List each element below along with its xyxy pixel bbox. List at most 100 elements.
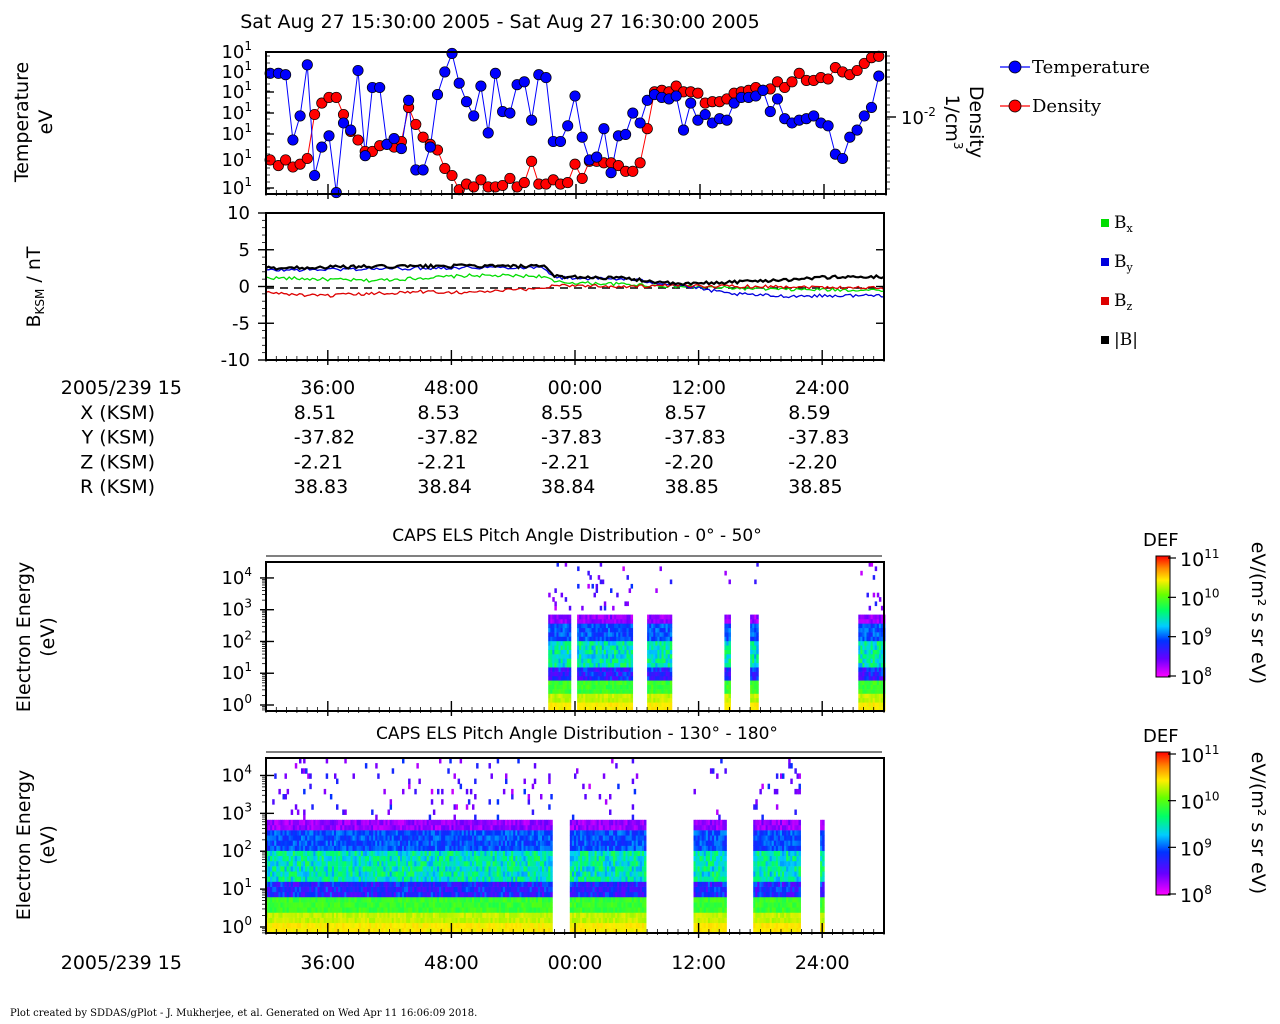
spectrogram-cell: [665, 693, 669, 699]
spectrogram-cell: [346, 866, 349, 872]
spectrogram-cell: [595, 702, 599, 707]
spectrogram-cell: [878, 627, 882, 633]
spectrogram-cell: [476, 763, 479, 769]
spectrogram-cell: [550, 675, 553, 681]
spectrogram-cell: [366, 912, 370, 918]
spectrogram-cell: [880, 619, 884, 624]
spectrogram-cell: [603, 623, 607, 629]
spectrogram-cell: [663, 649, 667, 655]
spectrogram-cell: [288, 922, 292, 929]
ephemeris-value: 38.85: [665, 476, 719, 498]
spectrogram-cell: [270, 835, 273, 841]
spectrogram-cell: [317, 845, 320, 851]
spectrogram-cell: [375, 840, 378, 846]
spectrogram-cell: [618, 654, 621, 659]
spectrogram-cell: [622, 658, 625, 664]
spectrogram-cell: [455, 855, 458, 862]
spectrogram-cell: [338, 927, 341, 934]
spectrogram-cell: [455, 907, 458, 913]
spectrogram-cell: [369, 860, 372, 867]
spectrogram-cell: [663, 614, 667, 620]
spectrogram-cell: [305, 850, 308, 857]
spectrogram-cell: [593, 592, 596, 598]
energy-tick-0-base: 10: [221, 765, 244, 786]
spectrogram-cell: [616, 662, 619, 668]
spectrogram-cell: [756, 636, 759, 642]
spectrogram-cell: [338, 886, 341, 893]
spectrogram-cell: [319, 819, 323, 826]
spectrogram-cell: [465, 897, 469, 903]
spectrogram-cell: [579, 632, 582, 637]
spectrogram-cell: [488, 902, 491, 908]
spectrogram-cell: [556, 667, 559, 672]
spectrogram-cell: [445, 897, 448, 903]
spectrogram-cell: [389, 850, 393, 857]
spectrogram-cell: [626, 636, 629, 642]
spectrogram-cell: [428, 871, 432, 877]
spectrogram-cell: [610, 684, 613, 690]
spectrogram-cell: [585, 619, 588, 624]
spectrogram-cell: [449, 881, 452, 887]
spectrogram-cell: [866, 592, 869, 598]
spectrogram-cell: [878, 684, 882, 690]
spectrogram-cell: [416, 917, 419, 924]
spectrogram-cell: [369, 886, 372, 893]
spectrogram-cell: [327, 819, 331, 826]
spectrogram-cell: [266, 860, 269, 867]
spectrogram-cell: [395, 881, 399, 887]
spectrogram-cell: [315, 871, 318, 877]
spectrogram-cell: [377, 907, 380, 913]
spectrogram-cell: [568, 667, 572, 672]
spectrogram-cell: [364, 876, 368, 882]
spectrogram-cell: [286, 830, 290, 836]
spectrogram-cell: [603, 662, 607, 668]
spectrogram-cell: [876, 689, 880, 694]
els-130-180-panel: CAPS ELS Pitch Angle Distribution - 130°…: [13, 724, 1269, 974]
spectrogram-cell: [303, 897, 306, 903]
spectrogram-cell: [599, 645, 603, 650]
ephemeris-value: -37.83: [665, 427, 726, 449]
spectrogram-cell: [463, 830, 467, 836]
spectrogram-cell: [589, 654, 592, 659]
spectrogram-cell: [564, 702, 568, 707]
spectrogram-cell: [416, 881, 419, 887]
spectrogram-cell: [342, 824, 345, 831]
spectrogram-cell: [395, 830, 399, 836]
spectrogram-cell: [667, 658, 671, 664]
spectrogram-cell: [445, 912, 448, 918]
spectrogram-cell: [880, 680, 884, 685]
spectrogram-cell: [564, 658, 568, 664]
temperature-point: [518, 76, 530, 88]
spectrogram-cell: [552, 680, 555, 685]
spectrogram-cell: [649, 636, 652, 642]
spectrogram-cell: [395, 824, 399, 831]
spectrogram-cell: [608, 636, 611, 642]
spectrogram-cell: [389, 897, 393, 903]
spectrogram-cell: [299, 876, 302, 882]
spectrogram-cell: [317, 902, 320, 908]
spectrogram-cell: [385, 922, 388, 929]
spectrogram-cell: [728, 614, 731, 620]
spectrogram-cell: [321, 845, 325, 851]
spectrogram-cell: [750, 667, 753, 672]
spectrogram-cell: [469, 897, 473, 903]
spectrogram-cell: [404, 860, 407, 867]
spectrogram-cell: [437, 886, 440, 893]
spectrogram-cell: [568, 645, 572, 650]
spectrogram-cell: [331, 835, 335, 841]
spectrogram-cell: [360, 835, 364, 841]
spectrogram-cell: [369, 927, 372, 934]
spectrogram-cell: [307, 917, 310, 924]
spectrogram-cell: [585, 675, 588, 681]
spectrogram-cell: [445, 907, 448, 913]
spectrogram-cell: [340, 866, 343, 872]
spectrogram-cell: [301, 881, 304, 887]
spectrogram-cell: [414, 871, 417, 877]
spectrogram-cell: [566, 636, 570, 642]
spectrogram-cell: [331, 927, 335, 934]
spectrogram-cell: [276, 850, 279, 857]
spectrogram-cell: [585, 667, 588, 672]
spectrogram-cell: [356, 907, 360, 913]
spectrogram-cell: [669, 662, 673, 668]
spectrogram-cell: [441, 881, 444, 887]
